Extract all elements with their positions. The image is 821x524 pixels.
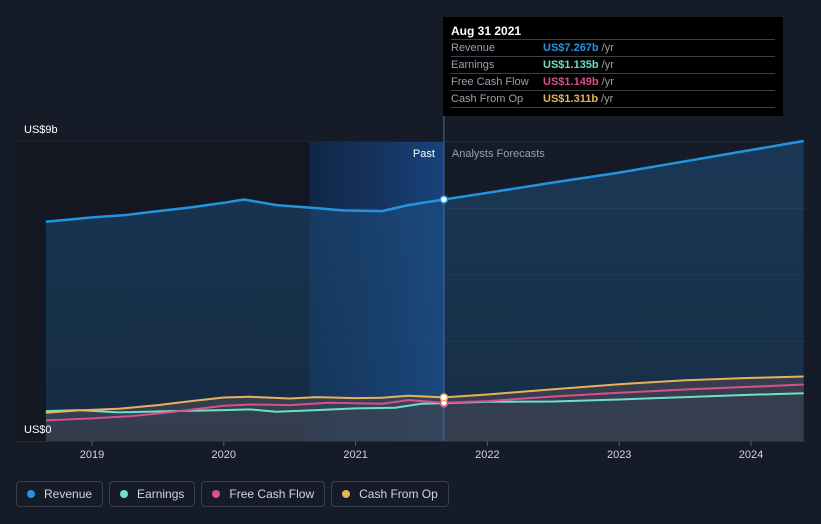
legend-dot-icon [120,490,129,498]
tooltip-row-revenue: Revenue US$7.267b /yr [451,39,775,56]
legend-item-revenue[interactable]: Revenue [16,481,104,507]
tooltip-label: Revenue [451,42,496,54]
tooltip-unit: /yr [601,42,614,54]
legend-label: Earnings [137,487,185,501]
chart-plot: 2019 2020 2021 2022 2023 2024 US$9b US$0 Past… [16,17,805,461]
x-tick-label: 2021 [343,449,367,461]
earnings-line [45,392,804,414]
revenue-marker [439,195,449,204]
x-axis-ticks: 2019 2020 2021 2022 2023 2024 [80,441,763,461]
legend-label: Cash From Op [359,487,438,501]
tooltip-label: Cash From Op [451,93,524,105]
tooltip-row-free-cash-flow: Free Cash Flow US$1.149b /yr [451,73,775,90]
series-lines [45,139,804,422]
past-label: Past [413,148,435,160]
tooltip-unit: /yr [601,76,614,88]
tooltip-value: US$1.135b [543,59,599,71]
tooltip-value: US$1.149b [543,76,599,88]
x-tick-label: 2024 [739,449,763,461]
revenue-line [45,139,804,223]
legend: Revenue Earnings Free Cash Flow Cash Fro… [16,481,449,509]
x-tick-label: 2022 [475,449,499,461]
tooltip-date: Aug 31 2021 [451,24,522,38]
cash-from-op-line [45,375,804,414]
cash-from-op-marker [439,393,449,402]
tooltip-value: US$1.311b [543,93,599,105]
legend-item-earnings[interactable]: Earnings [109,481,196,507]
tooltip-label: Free Cash Flow [451,76,529,88]
legend-dot-icon [212,490,221,498]
series-markers [439,195,449,408]
legend-dot-icon [342,490,351,498]
tooltip-value: US$7.267b [543,42,599,54]
tooltip: Aug 31 2021 Revenue US$7.267b /yr Earnin… [443,17,783,116]
legend-label: Free Cash Flow [229,487,315,501]
tooltip-row-earnings: Earnings US$1.135b /yr [451,56,775,73]
legend-dot-icon [27,490,35,498]
legend-item-free-cash-flow[interactable]: Free Cash Flow [201,481,326,507]
y-axis-top-label: US$9b [24,124,58,136]
revenue-area [45,141,804,441]
tooltip-unit: /yr [601,93,614,105]
free-cash-flow-line [45,383,804,422]
tooltip-unit: /yr [601,59,614,71]
legend-item-cash-from-op[interactable]: Cash From Op [331,481,449,507]
forecast-label: Analysts Forecasts [452,148,545,160]
tooltip-label: Earnings [451,59,495,71]
legend-label: Revenue [44,487,93,501]
x-tick-label: 2020 [212,449,236,461]
x-tick-label: 2019 [80,449,104,461]
x-tick-label: 2023 [607,449,631,461]
tooltip-row-cash-from-op: Cash From Op US$1.311b /yr [451,90,775,108]
y-axis-bottom-label: US$0 [24,424,52,436]
